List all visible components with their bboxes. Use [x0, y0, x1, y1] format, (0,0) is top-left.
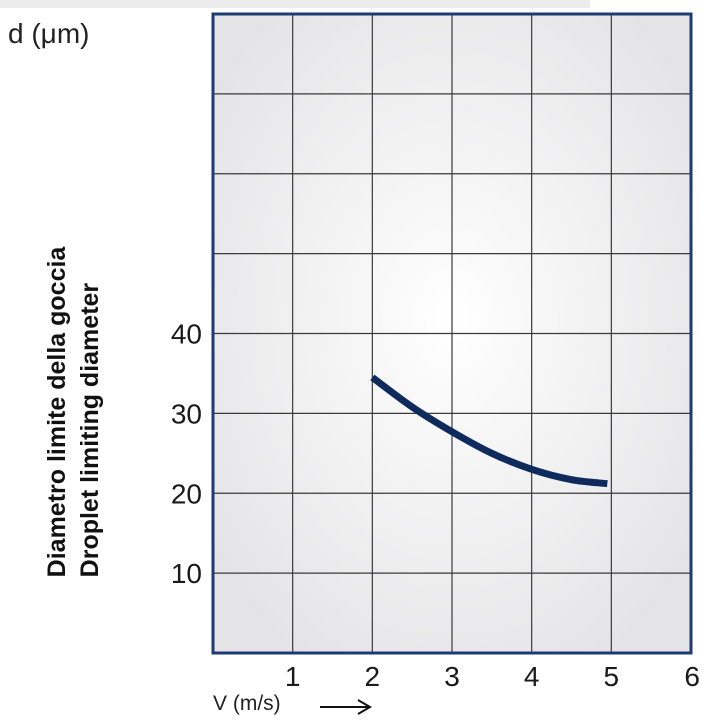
grid-lines	[213, 14, 691, 653]
x-tick-label: 5	[604, 661, 620, 692]
y-tick-label: 40	[171, 319, 202, 350]
y-axis-unit: (μm)	[31, 18, 90, 49]
y-axis-unit-label: d (μm)	[8, 18, 89, 50]
y-tick-label: 10	[171, 558, 202, 589]
x-tick-label: 6	[684, 661, 700, 692]
x-tick-label: 3	[444, 661, 460, 692]
y-tick-label: 30	[171, 398, 202, 429]
arrow-right-icon	[320, 699, 372, 715]
y-tick-labels: 10 20 30 40	[171, 319, 202, 590]
x-tick-label: 4	[524, 661, 540, 692]
plot-border	[211, 12, 693, 655]
y-tick-label: 20	[171, 478, 202, 509]
y-axis-symbol: d	[8, 18, 24, 49]
series-line	[370, 374, 608, 488]
data-series	[370, 374, 608, 488]
x-tick-label: 1	[285, 661, 301, 692]
x-tick-labels: 1 2 3 4 5 6	[285, 661, 700, 692]
top-strip	[0, 0, 590, 8]
plot-frame	[211, 12, 693, 655]
x-tick-label: 2	[365, 661, 381, 692]
x-axis-label: V (m/s)	[213, 692, 281, 715]
